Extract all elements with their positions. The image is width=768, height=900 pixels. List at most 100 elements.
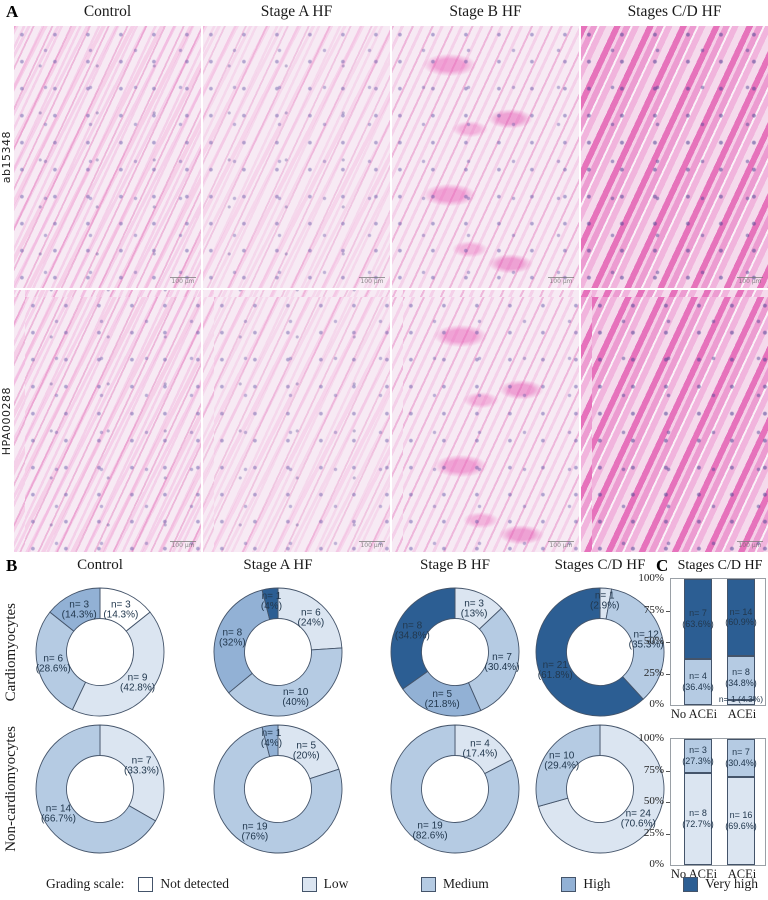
y-tick-mark xyxy=(666,642,670,643)
donut-segment-medium xyxy=(390,724,520,854)
column-title-control: Control xyxy=(83,3,132,20)
y-tick-label: 25% xyxy=(643,666,664,679)
donut-segment-label: n= 6 xyxy=(43,653,63,664)
bar-segment-medium: n= 3 (27.3%) xyxy=(682,739,714,774)
donut-non-cardiomyocytes-stages-cd: n= 24 (70.6%) n= 10 (29.4%) xyxy=(530,719,670,859)
donut-segment-label: (4%) xyxy=(261,738,282,749)
bar-segment-medium: n= 8 (34.8%) xyxy=(725,655,757,700)
column-title-stage-a: Stage A HF xyxy=(260,3,333,20)
donut-segment-label: n= 4 xyxy=(470,738,490,749)
donut-segment-label: n= 5 xyxy=(296,741,316,752)
donut-segment-label: (34.8%) xyxy=(395,630,430,641)
legend-label: Very high xyxy=(705,876,758,891)
donut-segment-label: (28.6%) xyxy=(36,663,71,674)
legend-label: Medium xyxy=(443,876,489,891)
donut-segment-label: (4%) xyxy=(261,601,282,612)
x-category-label: No ACEi xyxy=(670,707,718,721)
histology-image-hpa000288-stage-a: 100 µm xyxy=(203,290,390,552)
row-label-non-cardiomyocytes: Non-cardiomyocytes xyxy=(2,726,19,852)
donut-segment-medium xyxy=(228,647,343,717)
donut-segment-label: n= 19 xyxy=(417,821,443,832)
donut-segment-label: n= 7 xyxy=(492,652,512,663)
donut-segment-label: (42.8%) xyxy=(120,682,155,693)
stacked-bar-no-acei: n= 4 (36.4%) n= 7 (63.6%) xyxy=(682,579,714,705)
scale-bar: 100 µm xyxy=(737,540,763,549)
x-category-label: ACEi xyxy=(727,867,757,881)
donut-segment-label: (35.3%) xyxy=(629,639,664,650)
legend-title: Grading scale: xyxy=(46,876,125,891)
legend-swatch-low xyxy=(301,876,317,892)
stacked-bar-non-cardiomyocytes: 100% 75% 50% 25% 0% n= 8 (72.7%) n= 3 (27.3%) n=… xyxy=(628,732,768,882)
bar-segment-medium: n= 4 (36.4%) xyxy=(682,659,714,705)
donut-segment-label: (66.7%) xyxy=(41,814,76,825)
donut-segment-label: n= 6 xyxy=(301,608,321,619)
donut-segment-label: (17.4%) xyxy=(462,748,497,759)
donut-segment-medium xyxy=(35,611,87,711)
donut-segment-label: n= 3 xyxy=(464,598,484,609)
donut-segment-label: n= 3 xyxy=(111,599,131,610)
donut-segment-label: n= 1 xyxy=(595,591,615,602)
histology-image-hpa000288-stages-cd: 100 µm xyxy=(581,290,768,552)
donut-segment-medium xyxy=(213,726,343,854)
donut-column-title-stage-a: Stage A HF xyxy=(243,557,313,573)
donut-segment-high xyxy=(261,724,279,758)
panel-b-label: B xyxy=(6,556,18,575)
donut-segment-medium xyxy=(467,607,520,712)
stacked-bar-acei: n= 1 (4.3%) n= 8 (34.8%) n= 14 (60.9%) xyxy=(718,579,764,705)
y-tick-mark xyxy=(666,802,670,803)
scale-bar: 100 µm xyxy=(737,276,763,285)
donut-segment-label: (30.4%) xyxy=(485,662,520,673)
legend-label: High xyxy=(583,876,611,891)
donut-cardiomyocytes-stages-cd: n= 1 (2.9%) n= 12 (35.3%) n= 21 (61.8%) xyxy=(530,582,670,722)
panels-b-c: B Control Stage A HF Stage B HF Stages C… xyxy=(0,554,768,900)
donut-segment-medium xyxy=(535,724,601,808)
legend-swatch-not_detected xyxy=(138,876,154,892)
scale-bar: 100 µm xyxy=(548,276,574,285)
stacked-bar-no-acei: n= 8 (72.7%) n= 3 (27.3%) xyxy=(682,739,714,865)
histology-image-ab15348-stage-b: 100 µm xyxy=(392,26,579,288)
bar-plot-area: n= 4 (36.4%) n= 7 (63.6%) n= 1 (4.3%) n= 8 (34… xyxy=(666,578,766,706)
histology-row-ab15348: ab15348 100 µm 100 µm 100 µm 100 µm xyxy=(0,26,768,288)
y-tick-mark xyxy=(666,770,670,772)
donut-non-cardiomyocytes-stage-b: n= 4 (17.4%) n= 19 (82.6%) xyxy=(385,719,525,859)
panel-c-title: Stages C/D HF xyxy=(677,558,763,573)
panel-a-header: A Control Stage A HF Stage B HF Stages C… xyxy=(0,0,768,26)
donut-segment-label: n= 10 xyxy=(283,687,309,698)
legend-label: Low xyxy=(323,876,349,891)
stacked-bar-cardiomyocytes: 100% 75% 50% 25% 0% n= 4 (36.4%) n= 7 (63.6%) n=… xyxy=(628,572,768,722)
y-tick-label: 75% xyxy=(643,763,664,776)
bar-segment-low: n= 1 (4.3%) xyxy=(718,694,764,705)
y-tick-mark xyxy=(666,673,670,675)
donut-segment-high xyxy=(49,587,101,632)
donut-segment-low xyxy=(71,611,165,717)
donut-segment-label: n= 5 xyxy=(432,689,452,700)
legend-swatch-very_high xyxy=(683,876,699,892)
scale-bar: 100 µm xyxy=(170,276,196,285)
bar-segment-very_high: n= 7 (63.6%) xyxy=(682,579,714,660)
x-axis-labels: No ACEi ACEi xyxy=(670,707,766,722)
donut-segment-label: n= 12 xyxy=(633,629,659,640)
bar-segment-medium: n= 7 (30.4%) xyxy=(725,739,757,778)
column-title-stage-b: Stage B HF xyxy=(449,3,522,20)
histology-image-hpa000288-control: 100 µm xyxy=(14,290,201,552)
donut-cardiomyocytes-stage-a: n= 6 (24%) n= 10 (40%) n= 8 (32%) n= 1 (4%) xyxy=(208,582,348,722)
y-tick-label: 100% xyxy=(638,572,664,584)
donut-segment-label: (70.6%) xyxy=(621,818,656,829)
donut-cardiomyocytes-stage-b: n= 3 (13%) n= 7 (30.4%) n= 5 (21.8%) n= 8 (34.8… xyxy=(385,582,525,722)
y-tick-label: 0% xyxy=(649,858,664,870)
scale-bar: 100 µm xyxy=(359,540,385,549)
legend-label: Not detected xyxy=(160,876,229,891)
donut-cardiomyocytes-control: n= 3 (14.3%) n= 9 (42.8%) n= 6 (28.6%) n= 3 (14… xyxy=(30,582,170,722)
donut-segment-very_high xyxy=(390,587,456,690)
scale-bar: 100 µm xyxy=(170,540,196,549)
bar-segment-low: n= 16 (69.6%) xyxy=(725,777,757,865)
antibody-label-hpa000288: HPA000288 xyxy=(0,386,13,456)
donut-segment-medium xyxy=(605,588,665,700)
bar-segment-very_high: n= 14 (60.9%) xyxy=(725,579,757,656)
donut-segment-label: n= 1 xyxy=(262,728,282,739)
donut-segment-very_high xyxy=(261,587,279,621)
donut-segment-label: n= 24 xyxy=(626,808,652,819)
bar-plot-area: n= 8 (72.7%) n= 3 (27.3%) n= 16 (69.6%) n= 7 (3… xyxy=(666,738,766,866)
legend-item-high: High xyxy=(561,876,610,892)
